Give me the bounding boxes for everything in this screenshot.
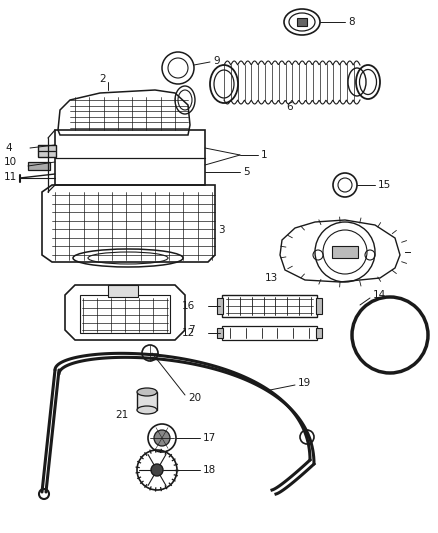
Text: 15: 15: [378, 180, 391, 190]
Bar: [217, 298, 223, 314]
Text: 4: 4: [5, 143, 12, 153]
Text: 16: 16: [182, 301, 195, 311]
Text: 5: 5: [243, 167, 250, 177]
Bar: [80, 295, 170, 333]
Text: 6: 6: [287, 102, 293, 112]
Circle shape: [154, 430, 170, 446]
Text: 18: 18: [203, 465, 216, 475]
Text: 8: 8: [348, 17, 355, 27]
Circle shape: [151, 464, 163, 476]
Bar: [28, 162, 50, 170]
Ellipse shape: [137, 388, 157, 396]
Text: 12: 12: [182, 328, 195, 338]
Text: 21: 21: [115, 410, 128, 420]
Bar: [137, 392, 157, 410]
Bar: [316, 328, 322, 338]
Text: 7: 7: [188, 325, 194, 335]
Bar: [316, 298, 322, 314]
Text: 14: 14: [373, 290, 386, 300]
Bar: [38, 145, 56, 157]
Text: 17: 17: [203, 433, 216, 443]
Bar: [217, 328, 223, 338]
Bar: [222, 326, 317, 340]
Bar: [108, 285, 138, 297]
Bar: [297, 18, 307, 26]
Ellipse shape: [137, 406, 157, 414]
Bar: [332, 246, 358, 258]
Text: 2: 2: [100, 74, 106, 84]
Text: 19: 19: [298, 378, 311, 388]
Text: 9: 9: [213, 56, 219, 66]
Text: 11: 11: [4, 172, 17, 182]
Text: 13: 13: [265, 273, 278, 283]
Text: 3: 3: [218, 225, 225, 235]
Text: 1: 1: [261, 150, 268, 160]
Text: 10: 10: [4, 157, 17, 167]
Bar: [222, 295, 317, 317]
Text: 20: 20: [188, 393, 201, 403]
